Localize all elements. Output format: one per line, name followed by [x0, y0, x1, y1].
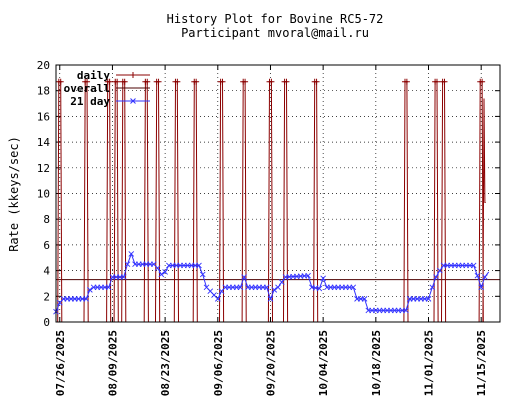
legend-marker — [130, 72, 136, 78]
x-tick-label: 10/18/2025 — [370, 330, 383, 396]
daily-point — [144, 78, 151, 85]
daily-point — [84, 78, 91, 85]
21day-point — [429, 284, 436, 291]
21day-point — [196, 262, 202, 269]
21day-point — [120, 274, 127, 280]
daily-point — [433, 78, 440, 85]
21day-point — [305, 272, 311, 279]
series-daily — [55, 78, 486, 323]
daily-point — [193, 78, 200, 85]
x-tick-label: 10/04/2025 — [317, 330, 330, 396]
y-axis-label: Rate (kkeys/sec) — [7, 136, 21, 252]
x-axis-ticks: 07/26/2025 08/09/2025 08/23/2025 09/06/2025… — [54, 65, 488, 396]
21day-point — [320, 275, 326, 282]
21day-point — [263, 284, 270, 291]
21day-point — [478, 284, 485, 291]
daily-point — [403, 78, 410, 85]
21day-point — [267, 296, 274, 302]
x-tick-label: 07/26/2025 — [54, 330, 67, 396]
daily-point — [441, 78, 448, 85]
daily-point — [313, 78, 320, 85]
21day-point — [271, 287, 278, 293]
daily-point — [155, 78, 162, 85]
series-21day — [53, 251, 490, 315]
daily-point — [219, 78, 226, 85]
y-tick-label: 0 — [43, 316, 50, 329]
21day-point — [470, 262, 477, 269]
21day-point — [482, 274, 488, 280]
21day-point — [316, 285, 323, 292]
daily-point — [121, 78, 128, 85]
21day-point — [241, 274, 247, 280]
21day-point — [433, 274, 439, 280]
21day-point — [350, 284, 357, 291]
21day-line — [55, 252, 490, 312]
daily-point — [479, 78, 486, 85]
y-tick-label: 12 — [37, 162, 50, 175]
y-tick-label: 8 — [43, 213, 50, 226]
21day-point — [105, 284, 112, 291]
x-tick-label: 08/23/2025 — [159, 330, 172, 396]
x-tick-label: 09/06/2025 — [212, 330, 225, 396]
x-tick-label: 11/15/2025 — [475, 330, 488, 396]
21day-point — [158, 271, 165, 278]
y-tick-label: 2 — [43, 290, 50, 303]
21day-point — [214, 296, 221, 302]
y-tick-label: 14 — [37, 136, 51, 149]
daily-point — [114, 78, 121, 85]
legend-label: daily — [77, 69, 110, 82]
21day-point — [237, 284, 244, 291]
21day-point — [199, 271, 206, 278]
plot-frame — [55, 64, 501, 323]
21day-point — [436, 267, 443, 274]
chart-subtitle: Participant mvoral@mail.ru — [181, 26, 369, 40]
21day-point — [83, 296, 89, 302]
daily-point — [57, 78, 64, 85]
daily-line — [57, 81, 486, 323]
daily-point — [174, 78, 181, 85]
21day-point — [474, 272, 481, 279]
21day-point — [124, 261, 131, 267]
daily-point — [268, 78, 275, 85]
21day-point — [403, 307, 409, 314]
y-tick-label: 4 — [43, 265, 50, 278]
y-tick-label: 10 — [37, 188, 50, 201]
21day-point — [162, 269, 168, 275]
legend-marker — [130, 98, 136, 104]
21day-point — [128, 251, 135, 257]
21day-point — [154, 265, 161, 271]
y-tick-label: 16 — [37, 110, 50, 123]
x-tick-label: 11/01/2025 — [423, 330, 436, 396]
21day-point — [361, 296, 368, 302]
21day-point — [425, 296, 432, 302]
daily-point — [242, 78, 249, 85]
y-tick-label: 6 — [43, 239, 50, 252]
daily-point — [283, 78, 290, 85]
legend-label: overall — [64, 82, 110, 95]
daily-point — [106, 78, 113, 85]
x-tick-label: 09/20/2025 — [264, 330, 277, 396]
21day-point — [87, 287, 93, 293]
21day-point — [275, 284, 281, 291]
21day-point — [278, 279, 285, 285]
y-tick-label: 18 — [37, 85, 50, 98]
chart-title: History Plot for Bovine RC5-72 — [167, 12, 384, 26]
legend-label: 21 day — [70, 95, 110, 108]
y-tick-label: 20 — [37, 59, 50, 72]
y-axis-ticks: 0 2 4 6 8 10 12 14 16 18 20 — [37, 59, 500, 329]
x-tick-label: 08/09/2025 — [106, 330, 119, 396]
